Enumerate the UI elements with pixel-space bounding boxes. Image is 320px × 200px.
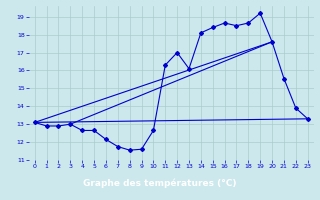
Text: Graphe des températures (°C): Graphe des températures (°C) [83,178,237,188]
